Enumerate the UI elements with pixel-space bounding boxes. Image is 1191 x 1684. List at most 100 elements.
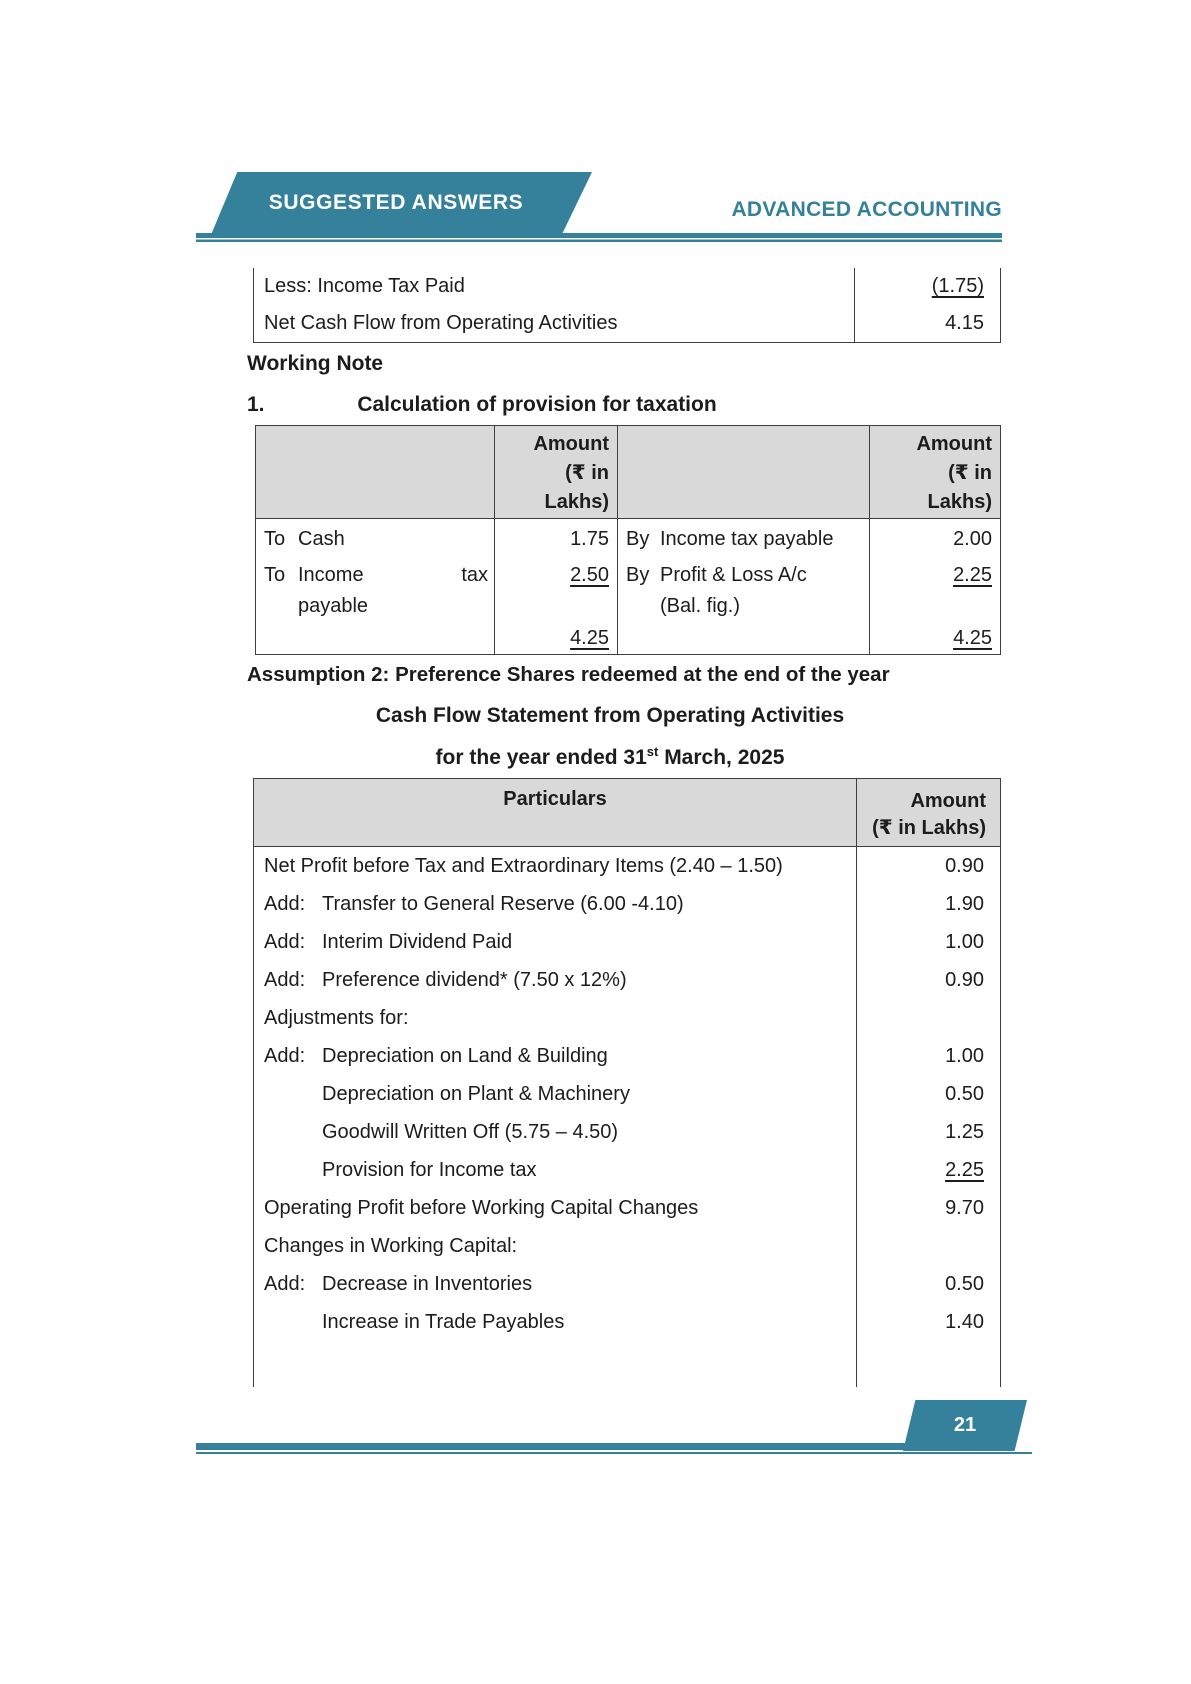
debit-particulars-cell <box>256 623 495 654</box>
header-cell-amount-debit: Amount (₹ in Lakhs) <box>495 426 618 519</box>
entry-prefix: By <box>626 528 650 550</box>
amount-value: 1.25 <box>945 1120 984 1143</box>
credit-particulars-cell <box>618 623 870 654</box>
table-row: Operating Profit before Working Capital … <box>254 1189 1000 1227</box>
row-amount: 0.50 <box>856 1265 1000 1303</box>
statement-title: Cash Flow Statement from Operating Activ… <box>375 704 845 727</box>
amount-header-line: Amount <box>533 433 609 455</box>
amount-value: 0.50 <box>945 1272 984 1295</box>
cash-flow-statement-table: Particulars Amount (₹ in Lakhs) Net Prof… <box>253 778 1001 1387</box>
row-label: Increase in Trade Payables <box>254 1303 856 1341</box>
row-amount: 0.50 <box>856 1075 1000 1113</box>
amount-value: 0.90 <box>945 968 984 991</box>
table-row: Adjustments for: <box>254 999 1000 1037</box>
row-amount: 0.90 <box>856 847 1000 885</box>
entry-label-line2: (Bal. fig.) <box>660 595 741 617</box>
amount-header-line: (₹ in <box>565 462 609 484</box>
amount-value: 2.50 <box>570 564 609 586</box>
working-note-item: 1. Calculation of provision for taxation <box>247 393 847 417</box>
amount-value: 1.90 <box>945 892 984 915</box>
row-amount: 2.25 <box>856 1151 1000 1189</box>
label-text: Goodwill Written Off (5.75 – 4.50) <box>322 1120 619 1143</box>
row-amount: (1.75) <box>854 268 1000 305</box>
label-text: Changes in Working Capital: <box>264 1234 518 1257</box>
amount-header-line: Amount <box>916 433 992 455</box>
row-amount <box>856 999 1000 1037</box>
amount-value: 1.00 <box>945 930 984 953</box>
particulars-header: Particulars <box>503 788 607 810</box>
debit-amount-cell: 2.50 <box>495 555 618 623</box>
statement-subtitle: for the year ended 31st March, 2025 <box>253 744 967 770</box>
word: Income <box>298 564 364 586</box>
row-label: Adjustments for: <box>254 999 856 1037</box>
amount-value: 2.25 <box>953 564 992 586</box>
row-amount: 1.90 <box>856 885 1000 923</box>
credit-total-cell: 4.25 <box>870 623 1000 654</box>
amount-value: 2.25 <box>945 1158 984 1181</box>
table-row: Net Profit before Tax and Extraordinary … <box>254 847 1000 885</box>
debit-particulars-cell: To Income tax payable <box>256 555 495 623</box>
header-rule <box>196 233 1002 242</box>
row-label <box>254 1341 856 1387</box>
table-row: Add: Interim Dividend Paid 1.00 <box>254 923 1000 961</box>
table-row: Increase in Trade Payables 1.40 <box>254 1303 1000 1341</box>
label-text: Net Profit before Tax and Extraordinary … <box>264 854 783 877</box>
suggested-answers-banner: SUGGESTED ANSWERS <box>211 172 592 233</box>
table-row: Net Cash Flow from Operating Activities … <box>254 305 1000 342</box>
row-label: Add: Decrease in Inventories <box>254 1265 856 1303</box>
footer-rule <box>196 1443 986 1450</box>
label-text: Transfer to General Reserve (6.00 -4.10) <box>322 892 684 915</box>
amount-value: 4.15 <box>945 312 984 334</box>
amount-value: 0.50 <box>945 1082 984 1105</box>
row-amount: 9.70 <box>856 1189 1000 1227</box>
entry-prefix: To <box>264 564 286 586</box>
subtitle-pre: for the year ended 31 <box>435 746 647 769</box>
row-amount: 0.90 <box>856 961 1000 999</box>
entry-label-line1: Profit & Loss A/c <box>660 564 807 586</box>
row-amount: 4.15 <box>854 305 1000 342</box>
amount-value: (1.75) <box>931 275 984 297</box>
row-label: Less: Income Tax Paid <box>264 275 465 297</box>
row-label: Add: Depreciation on Land & Building <box>254 1037 856 1075</box>
assumption-heading: Assumption 2: Preference Shares redeemed… <box>247 663 890 686</box>
amount-header-line: Lakhs) <box>544 491 609 513</box>
row-prefix: Add: <box>264 1272 306 1295</box>
entry-label: Income tax payable <box>660 528 834 550</box>
subject-title: ADVANCED ACCOUNTING <box>731 198 1002 221</box>
table-row: Add: Transfer to General Reserve (6.00 -4… <box>254 885 1000 923</box>
row-amount: 1.40 <box>856 1303 1000 1341</box>
row-label: Depreciation on Plant & Machinery <box>254 1075 856 1113</box>
item-number: 1. <box>247 393 265 416</box>
header-cell-blank <box>618 426 870 519</box>
row-label: Changes in Working Capital: <box>254 1227 856 1265</box>
entry-label: Profit & Loss A/c (Bal. fig.) <box>660 560 869 622</box>
amount-value: 1.40 <box>945 1310 984 1333</box>
total-value: 4.25 <box>953 627 992 649</box>
page-number: 21 <box>953 1414 977 1436</box>
row-prefix: Add: <box>264 930 306 953</box>
entry-label: Income tax payable <box>298 560 494 622</box>
page-number-badge: 21 <box>903 1400 1027 1451</box>
amount-header-line: (₹ in Lakhs) <box>872 817 986 839</box>
header-cell-amount-credit: Amount (₹ in Lakhs) <box>870 426 1000 519</box>
subtitle-superscript: st <box>646 744 659 759</box>
amount-value: 1.75 <box>570 528 609 550</box>
table-row: Depreciation on Plant & Machinery 0.50 <box>254 1075 1000 1113</box>
row-label: Add: Preference dividend* (7.50 x 12%) <box>254 961 856 999</box>
provision-for-taxation-table: Amount (₹ in Lakhs) Amount (₹ in Lakhs) … <box>255 425 1001 655</box>
table-row: Goodwill Written Off (5.75 – 4.50) 1.25 <box>254 1113 1000 1151</box>
table-row: Add: Depreciation on Land & Building 1.00 <box>254 1037 1000 1075</box>
amount-value: 2.00 <box>953 528 992 550</box>
row-amount <box>856 1227 1000 1265</box>
row-label: Add: Transfer to General Reserve (6.00 -4… <box>254 885 856 923</box>
total-value: 4.25 <box>570 627 609 649</box>
debit-total-cell: 4.25 <box>495 623 618 654</box>
entry-prefix: By <box>626 564 650 586</box>
label-text: Interim Dividend Paid <box>322 930 513 953</box>
label-text: Decrease in Inventories <box>322 1272 533 1295</box>
row-amount: 1.00 <box>856 923 1000 961</box>
row-label: Operating Profit before Working Capital … <box>254 1189 856 1227</box>
credit-particulars-cell: By Income tax payable <box>618 519 870 555</box>
amount-header-line: (₹ in <box>948 462 992 484</box>
